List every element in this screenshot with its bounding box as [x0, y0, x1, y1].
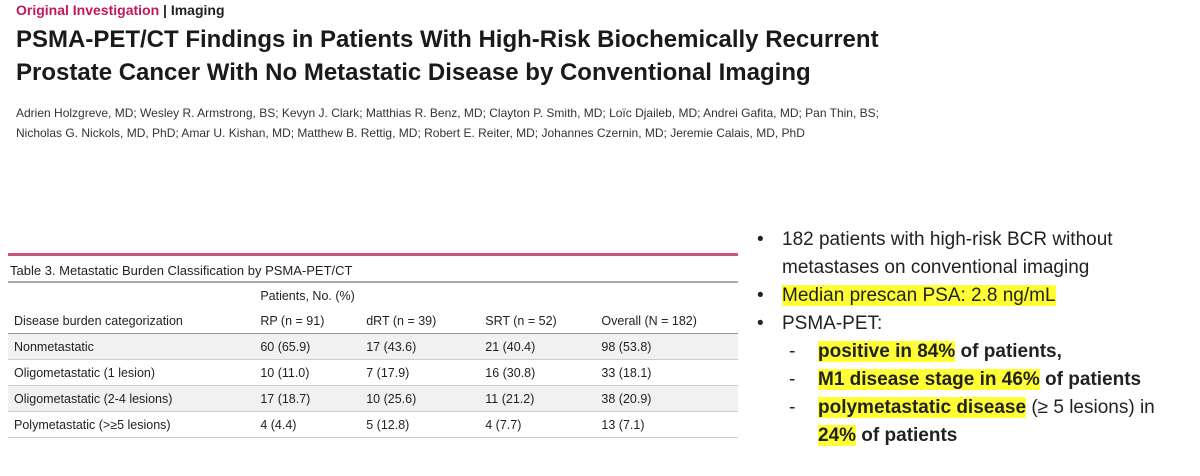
- sub-bullet: positive in 84% of patients,: [755, 338, 1175, 366]
- cell: 17 (18.7): [254, 385, 361, 412]
- author-line: Nicholas G. Nickols, MD, PhD; Amar U. Ki…: [16, 126, 805, 140]
- text-segment: (≥ 5 lesions) in: [1026, 397, 1155, 418]
- title: PSMA-PET/CT Findings in Patients With Hi…: [16, 26, 879, 92]
- text-segment: 24%: [818, 425, 857, 446]
- cell: [8, 283, 254, 308]
- bullet: 182 patients with high-risk BCR without …: [755, 226, 1175, 282]
- cell: 4 (7.7): [479, 411, 596, 438]
- column-header: dRT (n = 39): [360, 308, 480, 334]
- column-header: SRT (n = 52): [479, 308, 596, 334]
- table: Table 3. Metastatic Burden Classificatio…: [8, 253, 738, 438]
- sub-bullet: M1 disease stage in 46% of patients: [755, 366, 1175, 394]
- cell: 10 (25.6): [360, 385, 480, 412]
- category: Imaging: [170, 2, 225, 18]
- text-segment: polymetastatic disease: [818, 397, 1027, 418]
- header-row: Disease burden categorization RP (n = 91)…: [8, 308, 738, 334]
- table-caption: Table 3. Metastatic Burden Classificatio…: [8, 256, 738, 283]
- table-row: Nonmetastatic 60 (65.9) 17 (43.6) 21 (40.4)…: [8, 333, 738, 360]
- cell: 13 (7.1): [595, 411, 738, 438]
- authors: Adrien Holzgreve, MD; Wesley R. Armstron…: [16, 106, 879, 146]
- text-segment: positive in 84%: [818, 341, 956, 362]
- table-grid: Patients, No. (%) Disease burden categori…: [8, 283, 738, 438]
- table-row: Polymetastatic (>≥5 lesions) 4 (4.4) 5 (12…: [8, 411, 738, 438]
- column-header: Overall (N = 182): [595, 308, 738, 334]
- cell: Oligometastatic (2-4 lesions): [8, 385, 255, 412]
- sub-bullet: polymetastatic disease (≥ 5 lesions) in …: [755, 394, 1175, 450]
- bullet: PSMA-PET:: [755, 310, 1175, 338]
- cell: 17 (43.6): [360, 333, 480, 360]
- cell: 10 (11.0): [254, 359, 361, 386]
- table-row: Oligometastatic (1 lesion) 10 (11.0) 7 (17…: [8, 359, 738, 386]
- cell: Polymetastatic (>≥5 lesions): [8, 411, 255, 438]
- section: Original Investigation: [16, 2, 160, 18]
- text-segment: Median prescan PSA: 2.8 ng/mL: [782, 285, 1056, 306]
- cell: 38 (20.9): [595, 385, 738, 412]
- bullets: 182 patients with high-risk BCR without …: [755, 226, 1175, 450]
- cell: Oligometastatic (1 lesion): [8, 359, 255, 386]
- text-segment: PSMA-PET:: [782, 313, 883, 334]
- text-segment: of patients,: [955, 341, 1062, 362]
- cell: 7 (17.9): [360, 359, 480, 386]
- table-row: Oligometastatic (2-4 lesions) 17 (18.7) 10…: [8, 385, 738, 412]
- title-line: Prostate Cancer With No Metastatic Disea…: [16, 59, 811, 86]
- cell: 5 (12.8): [360, 411, 480, 438]
- title-line: PSMA-PET/CT Findings in Patients With Hi…: [16, 26, 879, 53]
- group-header: Patients, No. (%): [260, 288, 355, 303]
- cell: 98 (53.8): [595, 333, 738, 360]
- cell: 11 (21.2): [479, 385, 596, 412]
- cell: 33 (18.1): [595, 359, 738, 386]
- cell: Nonmetastatic: [8, 333, 255, 360]
- cell: 4 (4.4): [254, 411, 361, 438]
- bullet: Median prescan PSA: 2.8 ng/mL: [755, 282, 1175, 310]
- text-segment: of patients: [1039, 369, 1142, 390]
- cell: 60 (65.9): [254, 333, 361, 360]
- cell: 16 (30.8): [479, 359, 596, 386]
- section-header: Original Investigation | Imaging: [16, 2, 225, 18]
- group-header-row: Patients, No. (%): [8, 283, 738, 308]
- text-segment: 182 patients with high-risk BCR without …: [782, 229, 1113, 278]
- author-line: Adrien Holzgreve, MD; Wesley R. Armstron…: [16, 106, 879, 120]
- column-header: Disease burden categorization: [8, 308, 255, 334]
- text-segment: of patients: [856, 425, 958, 446]
- column-header: RP (n = 91): [254, 308, 361, 334]
- text-segment: M1 disease stage in 46%: [818, 369, 1040, 390]
- cell: 21 (40.4): [479, 333, 596, 360]
